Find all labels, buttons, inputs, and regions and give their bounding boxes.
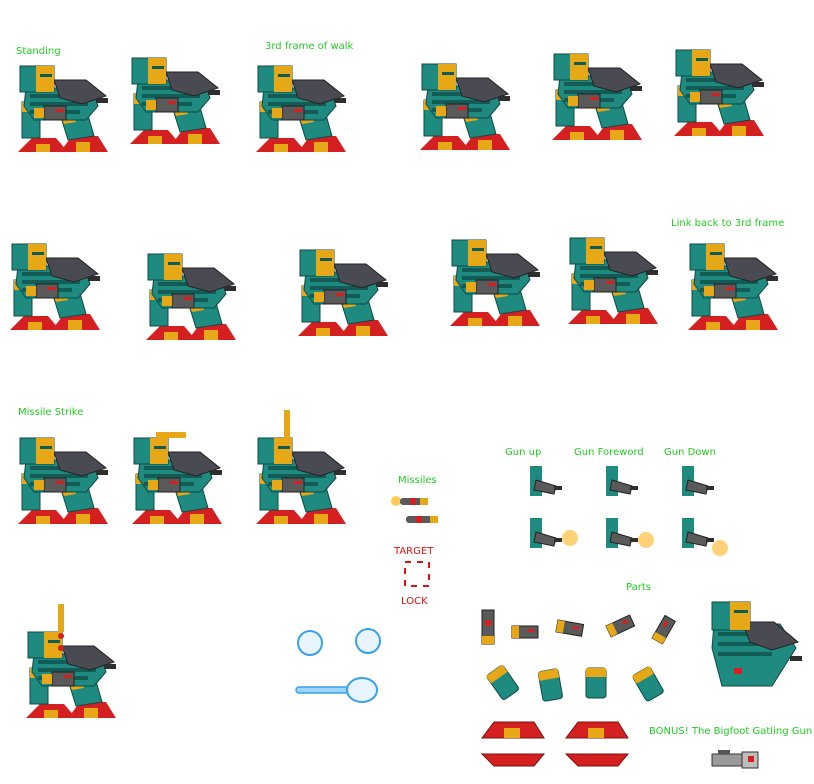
part-limb-2 bbox=[537, 668, 564, 703]
label-standing: Standing bbox=[16, 46, 61, 57]
part-foot-3 bbox=[480, 753, 546, 767]
part-foot-1 bbox=[481, 721, 545, 739]
missile-strike-frame-3 bbox=[255, 410, 347, 525]
bonus-gatling-gun-icon bbox=[711, 750, 759, 769]
part-limb-4 bbox=[631, 665, 665, 703]
gun-down-fire-frame bbox=[681, 517, 728, 556]
label-gun-up: Gun up bbox=[505, 447, 542, 458]
part-torso bbox=[711, 601, 802, 687]
label-third-frame: 3rd frame of walk bbox=[265, 41, 354, 52]
walk-frame-8 bbox=[145, 253, 237, 341]
walk-frame-12 bbox=[687, 243, 779, 331]
label-bonus: BONUS! The Bigfoot Gatling Gun bbox=[649, 726, 813, 737]
walk-frame-11 bbox=[567, 237, 659, 325]
part-gun-1 bbox=[511, 625, 539, 639]
label-link-back: Link back to 3rd frame bbox=[671, 218, 785, 229]
missile-strike-frame-1 bbox=[17, 437, 109, 525]
blue-bubble-2 bbox=[355, 628, 381, 654]
gun-foreword-frame bbox=[605, 465, 639, 497]
blue-beam bbox=[295, 677, 378, 703]
part-foot-4 bbox=[564, 753, 630, 767]
part-gun-4 bbox=[651, 614, 676, 645]
label-target: TARGET bbox=[394, 546, 434, 557]
part-limb-1 bbox=[485, 664, 521, 702]
walk-frame-5 bbox=[551, 53, 643, 141]
missile-strike-frame-2 bbox=[131, 432, 223, 525]
part-gun-3 bbox=[605, 614, 636, 638]
part-gun-vertical bbox=[481, 609, 495, 645]
target-reticle-icon bbox=[404, 561, 430, 587]
walk-frame-6 bbox=[673, 49, 765, 137]
part-gun-2 bbox=[555, 619, 585, 637]
walk-frame-1 bbox=[17, 65, 109, 153]
blue-bubble-1 bbox=[297, 630, 323, 656]
label-missiles: Missiles bbox=[398, 475, 437, 486]
label-gun-foreword: Gun Foreword bbox=[574, 447, 644, 458]
label-gun-down: Gun Down bbox=[664, 447, 716, 458]
gun-down-frame bbox=[681, 465, 715, 497]
walk-frame-2 bbox=[129, 57, 221, 145]
walk-frame-7 bbox=[9, 243, 101, 331]
missile-sprite-1 bbox=[391, 496, 428, 506]
label-lock: LOCK bbox=[401, 596, 428, 607]
gun-foreword-fire-frame bbox=[605, 517, 654, 549]
walk-frame-4 bbox=[419, 63, 511, 151]
gun-up-frame bbox=[529, 465, 563, 497]
missile-sprite-2 bbox=[406, 516, 438, 523]
walk-frame-3 bbox=[255, 65, 347, 153]
missile-strike-frame-4 bbox=[25, 604, 117, 719]
gun-up-fire-frame bbox=[529, 517, 578, 549]
part-foot-2 bbox=[565, 721, 629, 739]
label-parts: Parts bbox=[626, 582, 651, 593]
part-limb-3 bbox=[585, 667, 607, 699]
label-missile-strike: Missile Strike bbox=[18, 407, 84, 418]
walk-frame-9 bbox=[297, 249, 389, 337]
walk-frame-10 bbox=[449, 239, 541, 327]
missile-launcher-icon bbox=[156, 432, 186, 438]
